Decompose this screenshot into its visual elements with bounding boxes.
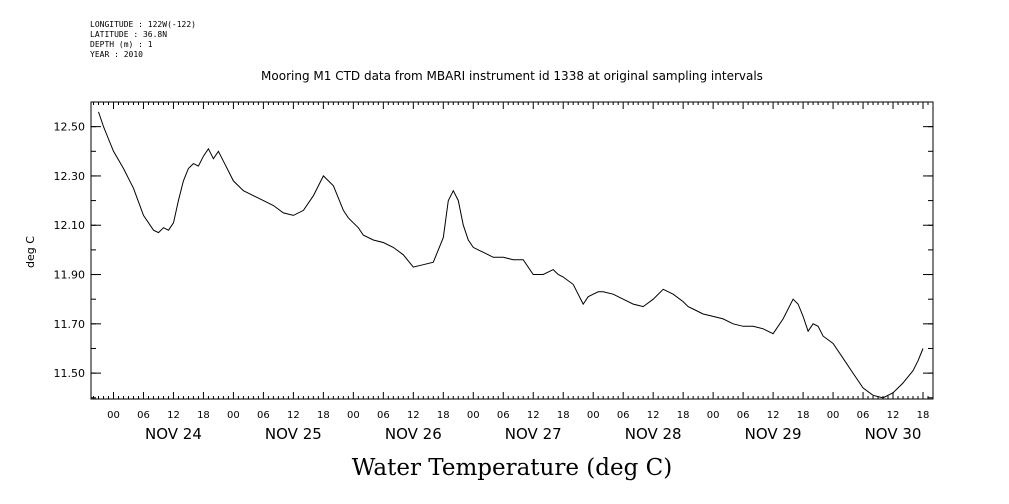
x-day-label: NOV 26 bbox=[385, 425, 442, 443]
y-tick-label: 11.50 bbox=[54, 367, 86, 380]
x-hour-label: 12 bbox=[167, 410, 180, 421]
longitude-text: LONGITUDE : 122W(-122) bbox=[90, 20, 196, 29]
x-hour-label: 18 bbox=[317, 410, 330, 421]
x-day-label: NOV 30 bbox=[865, 425, 922, 443]
x-hour-label: 18 bbox=[557, 410, 570, 421]
series-line bbox=[98, 111, 924, 399]
x-hour-label: 12 bbox=[887, 410, 900, 421]
chart-title: Mooring M1 CTD data from MBARI instrumen… bbox=[261, 69, 763, 83]
x-hour-label: 06 bbox=[257, 410, 270, 421]
plot-frame bbox=[90, 101, 934, 400]
metadata-block: LONGITUDE : 122W(-122) LATITUDE : 36.8N … bbox=[90, 20, 196, 60]
y-tick-label: 12.10 bbox=[54, 219, 86, 232]
x-hour-label: 18 bbox=[917, 410, 930, 421]
depth-text: DEPTH (m) : 1 bbox=[90, 40, 153, 49]
x-hour-label: 12 bbox=[287, 410, 300, 421]
x-hour-label: 18 bbox=[437, 410, 450, 421]
x-hour-label: 18 bbox=[797, 410, 810, 421]
x-hour-label: 00 bbox=[107, 410, 120, 421]
x-hour-label: 12 bbox=[527, 410, 540, 421]
x-hour-label: 00 bbox=[707, 410, 720, 421]
year-text: YEAR : 2010 bbox=[90, 50, 143, 59]
x-day-label: NOV 25 bbox=[265, 425, 322, 443]
x-day-label: NOV 24 bbox=[145, 425, 202, 443]
x-hour-label: 06 bbox=[737, 410, 750, 421]
x-hour-label: 06 bbox=[857, 410, 870, 421]
x-hour-label: 00 bbox=[827, 410, 840, 421]
x-hour-label: 00 bbox=[347, 410, 360, 421]
x-day-label: NOV 28 bbox=[625, 425, 682, 443]
y-tick-label: 12.50 bbox=[54, 121, 86, 134]
x-hour-label: 12 bbox=[647, 410, 660, 421]
y-tick-label: 11.70 bbox=[54, 318, 86, 331]
x-hour-label: 00 bbox=[227, 410, 240, 421]
y-axis-label: deg C bbox=[24, 236, 37, 268]
x-day-label: NOV 29 bbox=[745, 425, 802, 443]
x-hour-label: 06 bbox=[377, 410, 390, 421]
x-hour-label: 06 bbox=[137, 410, 150, 421]
x-hour-label: 00 bbox=[467, 410, 480, 421]
x-hour-label: 18 bbox=[677, 410, 690, 421]
y-tick-label: 12.30 bbox=[54, 170, 86, 183]
latitude-text: LATITUDE : 36.8N bbox=[90, 30, 168, 39]
x-hour-label: 06 bbox=[497, 410, 510, 421]
x-axis-label: Water Temperature (deg C) bbox=[352, 455, 672, 481]
x-hour-label: 12 bbox=[767, 410, 780, 421]
x-hour-label: 00 bbox=[587, 410, 600, 421]
y-tick-label: 11.90 bbox=[54, 269, 86, 282]
x-hour-label: 18 bbox=[197, 410, 210, 421]
x-day-label: NOV 27 bbox=[505, 425, 562, 443]
x-hour-label: 06 bbox=[617, 410, 630, 421]
x-hour-label: 12 bbox=[407, 410, 420, 421]
